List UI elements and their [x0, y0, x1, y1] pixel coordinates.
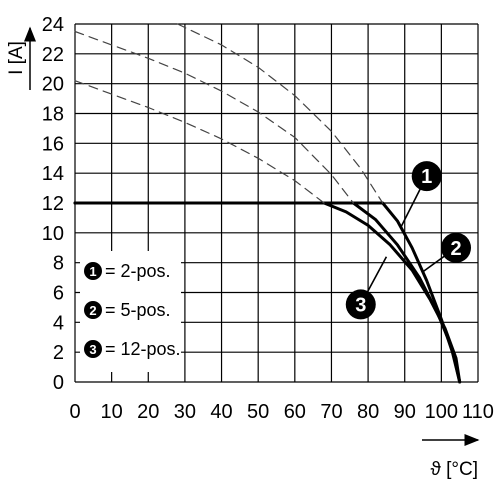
- x-tick-label: 40: [210, 401, 232, 423]
- legend-label: = 5-pos.: [105, 300, 171, 320]
- y-tick-label: 20: [42, 74, 64, 96]
- legend-marker-number: 3: [89, 342, 96, 357]
- callout-badge-3: [345, 289, 376, 320]
- series-lines: [73, 23, 462, 384]
- legend-marker-number: 1: [89, 264, 96, 279]
- x-tick-label: 30: [174, 401, 196, 423]
- y-axis-title: I [A]: [6, 41, 27, 75]
- y-tick-label: 16: [42, 133, 64, 155]
- x-tick-label: 70: [320, 401, 342, 423]
- x-tick-label: 50: [247, 401, 269, 423]
- y-tick-label: 8: [53, 253, 64, 275]
- y-tick-label: 12: [42, 193, 64, 215]
- legend: 1 = 2-pos. 2 = 5-pos. 3 = 12-pos.: [80, 251, 181, 372]
- x-tick-label: 100: [425, 401, 458, 423]
- callout-number-3: 3: [355, 294, 366, 316]
- grid-lines: [74, 23, 479, 383]
- x-tick-label: 10: [101, 401, 123, 423]
- x-tick-label: 60: [284, 401, 306, 423]
- callout-number-2: 2: [450, 238, 461, 260]
- series-3-solid-line: [73, 201, 462, 384]
- y-tick-label: 2: [53, 342, 64, 364]
- legend-label: = 12-pos.: [105, 339, 181, 359]
- legend-marker-3: [84, 340, 102, 358]
- legend-marker-number: 2: [89, 303, 96, 318]
- y-tick-label: 18: [42, 104, 64, 126]
- series-3-dashed-line: [74, 80, 325, 204]
- y-axis-title-group: I [A]: [6, 26, 36, 90]
- x-tick-labels: 0 10 20 30 40 50 60 70 80 90 100 110: [69, 401, 494, 423]
- legend-label: = 2-pos.: [105, 261, 171, 281]
- x-axis-title-group: ϑ [°C]: [422, 434, 480, 480]
- y-tick-label: 4: [53, 312, 64, 334]
- x-tick-label: 80: [357, 401, 379, 423]
- series-1-dashed-line: [177, 23, 384, 204]
- callout-badge-1: [411, 161, 442, 192]
- legend-marker-1: [84, 262, 102, 280]
- x-tick-label: 20: [137, 401, 159, 423]
- y-tick-label: 22: [42, 44, 64, 66]
- legend-marker-2: [84, 301, 102, 319]
- callout-badge-2: [441, 232, 472, 263]
- x-tick-label: 110: [462, 401, 494, 423]
- y-tick-label: 10: [42, 223, 64, 245]
- y-tick-label: 0: [53, 372, 64, 394]
- callout-number-1: 1: [421, 166, 432, 188]
- x-tick-label: 90: [394, 401, 416, 423]
- y-tick-label: 6: [53, 283, 64, 305]
- callouts: 1 2 3: [345, 161, 472, 320]
- series-2-dashed-line: [74, 30, 354, 204]
- x-tick-label: 0: [69, 401, 80, 423]
- x-axis-title: ϑ [°C]: [430, 459, 478, 480]
- y-tick-label: 24: [42, 14, 64, 36]
- y-tick-label: 14: [42, 163, 64, 185]
